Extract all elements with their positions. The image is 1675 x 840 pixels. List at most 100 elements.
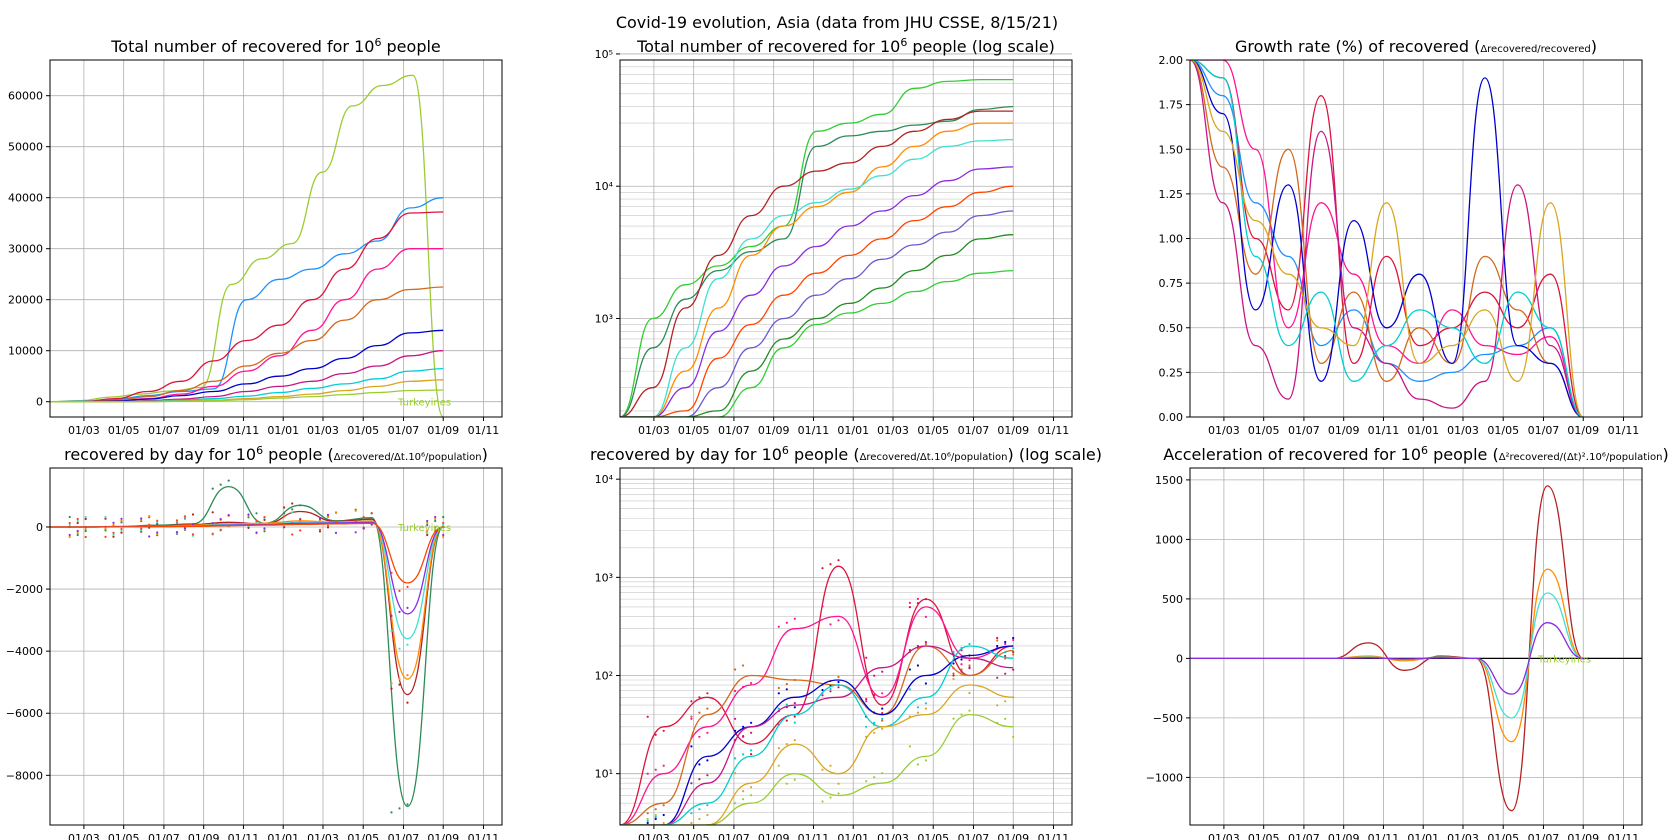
data-point [690,745,693,748]
data-point [785,682,788,686]
data-point [924,759,928,762]
data-point [140,529,143,532]
x-tick-label: 01/09 [427,832,459,840]
data-point [968,659,971,662]
data-point [227,514,230,517]
data-point [1012,653,1015,656]
data-point [406,701,409,704]
data-point [426,521,429,525]
data-point [76,521,79,525]
data-point [968,667,971,670]
data-point [68,535,71,539]
data-point [821,768,824,771]
series-line [620,105,1014,417]
data-point [821,800,824,803]
data-point [908,648,912,652]
data-point [662,804,665,807]
data-point [354,531,357,534]
data-point [1004,640,1007,644]
data-point [398,807,401,810]
data-point [227,524,230,527]
y-tick-label: 1.25 [1159,188,1184,201]
data-point [434,519,437,523]
x-tick-label: 01/05 [347,832,379,840]
data-point [742,753,745,756]
data-point [390,629,393,632]
x-tick-label: 01/09 [997,424,1029,437]
data-point [219,518,222,521]
data-point [881,707,884,710]
data-point [191,533,195,536]
x-tick-label: 01/09 [758,424,790,437]
panel-total-recovered-log: 10³ 10⁴ 10⁵ 01/03 01/05 01/07 01/09 01/11 01/01 0… [595,36,1073,437]
data-point [318,528,322,532]
data-point [291,502,294,505]
data-point [442,523,445,527]
y-tick-label: 60000 [8,90,43,103]
data-point [291,522,294,525]
data-point [112,521,115,524]
data-point [183,515,187,518]
data-point [191,523,195,526]
data-point [968,709,971,712]
data-point [924,615,928,619]
data-point [156,521,159,524]
data-point [734,689,737,693]
data-point [1012,636,1015,640]
data-point [734,802,737,805]
x-tick-label: 01/01 [1407,424,1439,437]
data-point [916,644,920,648]
y-tick-label: 20000 [8,294,43,307]
data-point [1004,672,1007,675]
data-point [785,706,788,709]
data-point [777,710,780,713]
data-point [299,529,302,532]
data-point [120,527,123,531]
data-point [291,508,294,511]
data-point [873,694,876,697]
data-point [793,617,796,620]
x-tick-label: 01/07 [1288,424,1320,437]
data-point [706,774,709,777]
y-tick-label: −1000 [1146,771,1183,784]
y-tick-label: 10² [595,670,613,683]
data-point [793,706,796,709]
x-tick-label: 01/11 [1368,424,1400,437]
data-point [398,678,401,681]
data-point [426,533,429,537]
data-point [1004,642,1007,646]
x-tick-label: 01/09 [188,832,220,840]
data-point [1012,647,1015,650]
panel-title: recovered by day for 106 people (Δrecove… [590,444,1102,465]
data-point [1012,696,1015,699]
data-point [104,529,107,532]
x-tick-label: 01/03 [307,832,339,840]
data-point [960,658,963,661]
data-point [654,815,657,819]
data-point [785,782,788,785]
data-point [662,821,665,825]
y-tick-label: 2.00 [1159,54,1184,67]
data-point [120,531,123,534]
data-point [318,517,322,521]
data-point [398,610,401,614]
data-point [706,731,709,734]
data-point [793,702,796,705]
data-point [84,515,87,519]
data-point [960,646,963,650]
data-point [865,735,868,738]
data-point [654,733,657,736]
data-point [690,821,693,825]
series-group [50,74,444,417]
data-point [924,642,928,646]
x-tick-label: 01/05 [1487,424,1519,437]
data-point [865,656,868,659]
data-point [442,521,445,525]
data-point [76,519,79,523]
y-tick-label: 0 [36,521,43,534]
data-point [219,528,222,531]
data-point [1004,654,1007,658]
data-point [104,535,107,539]
x-tick-label: 01/05 [108,424,140,437]
data-point [690,717,693,720]
